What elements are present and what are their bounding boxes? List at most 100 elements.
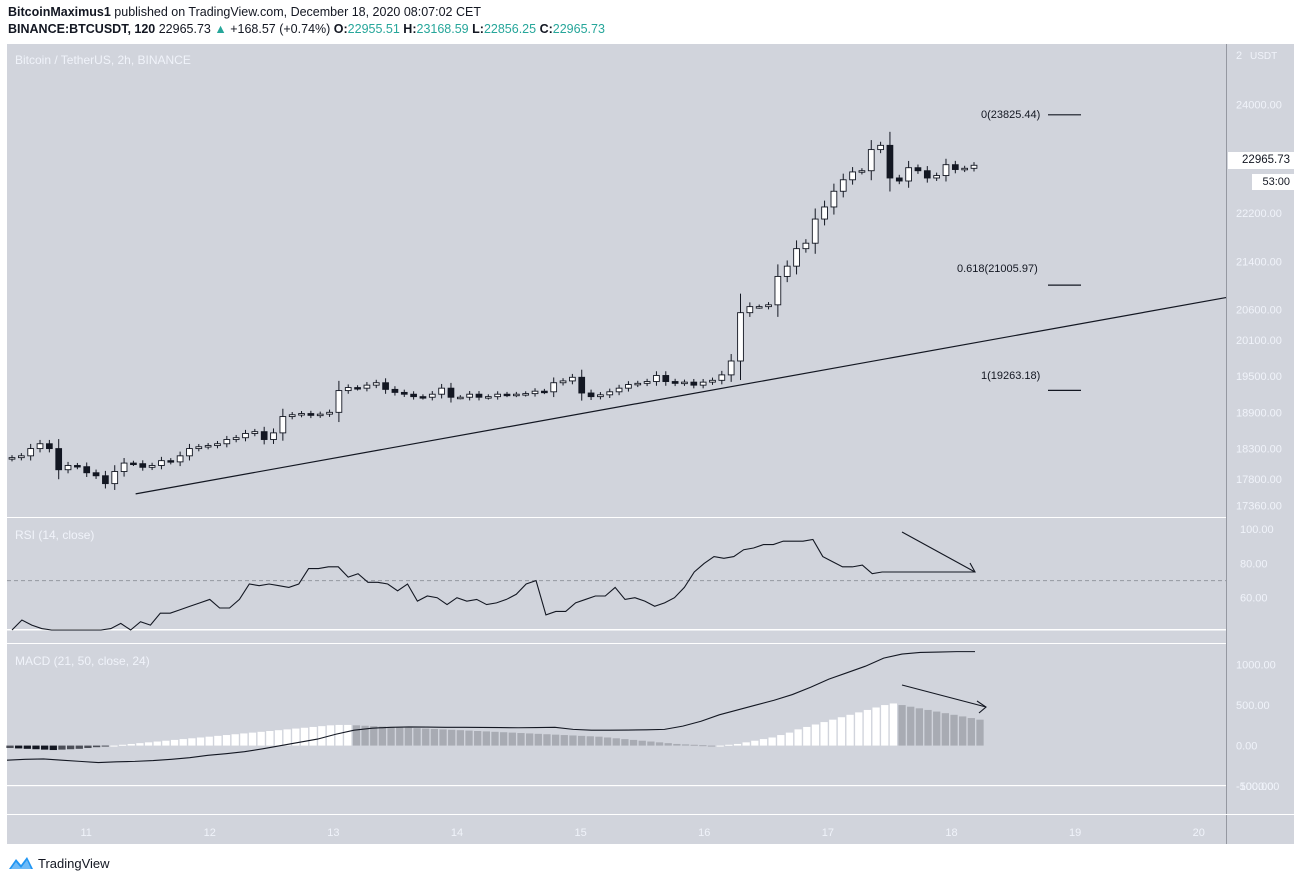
macd-histogram-bar <box>300 727 309 746</box>
y-tick-label: 17360.00 <box>1236 500 1282 512</box>
ohlc-header: BINANCE:BTCUSDT, 120 22965.73 ▲ +168.57 … <box>8 22 605 36</box>
macd-histogram-bar <box>898 705 906 746</box>
pane-divider-macd[interactable] <box>7 643 1226 644</box>
macd-histogram-bar <box>448 729 456 746</box>
macd-histogram-bar <box>205 736 213 746</box>
y-tick-label: 20600.00 <box>1236 305 1282 317</box>
macd-histogram-bar <box>829 719 837 746</box>
macd-histogram-bar <box>491 731 499 746</box>
author-name[interactable]: BitcoinMaximus1 <box>8 5 111 19</box>
candle-down <box>167 460 175 463</box>
candle-down <box>74 465 81 468</box>
candle-up <box>8 457 16 460</box>
candle-up <box>111 471 119 485</box>
candle-down <box>55 448 63 471</box>
candle-down <box>92 472 100 477</box>
macd-histogram-bar <box>283 729 291 746</box>
macd-tick-label: -1000.00 <box>1236 781 1279 793</box>
macd-histogram-bar <box>49 745 57 751</box>
candle-up <box>802 242 810 250</box>
candle-down <box>923 170 931 179</box>
macd-histogram-bar <box>58 745 66 750</box>
candle-down <box>400 391 408 395</box>
high-value: 23168.59 <box>416 22 469 36</box>
macd-histogram-bar <box>595 736 603 746</box>
candle-up <box>970 164 978 169</box>
macd-histogram-bar <box>274 730 283 746</box>
macd-histogram-bar <box>551 734 560 746</box>
macd-histogram-bar <box>768 737 776 746</box>
macd-histogram-bar <box>794 729 802 746</box>
open-value: 22955.51 <box>347 22 400 36</box>
candle-up <box>204 445 212 448</box>
symbol-label[interactable]: BINANCE:BTCUSDT, 120 <box>8 22 156 36</box>
footer-brand[interactable]: TradingView <box>8 855 110 871</box>
candle-up <box>793 248 800 267</box>
candle-up <box>634 382 642 386</box>
macd-histogram-bar <box>474 731 482 746</box>
trendline <box>135 296 1227 495</box>
rsi-pane-bottom <box>7 629 1226 631</box>
macd-histogram-bar <box>777 735 785 746</box>
macd-histogram-bar <box>681 744 690 746</box>
rsi-tick-label: 80.00 <box>1240 558 1268 570</box>
candle-up <box>569 376 576 382</box>
candle-down <box>46 443 53 450</box>
candle-up <box>755 306 763 309</box>
candle-up <box>17 455 25 459</box>
x-tick-label: 13 <box>327 827 339 839</box>
macd-histogram-bar <box>863 709 872 746</box>
macd-histogram-bar <box>101 745 109 747</box>
macd-histogram-bar <box>526 733 534 746</box>
axis-scale-label: 2 <box>1236 50 1243 62</box>
candle-up <box>316 413 324 417</box>
macd-histogram-bar <box>482 731 490 746</box>
macd-histogram-bar <box>803 726 811 746</box>
candle-up <box>597 394 604 398</box>
candle-down <box>83 466 91 474</box>
macd-histogram-bar <box>309 726 317 746</box>
candle-up <box>699 381 707 386</box>
candle-up <box>559 380 567 384</box>
macd-histogram-bar <box>647 741 655 746</box>
chart-plot-area[interactable] <box>7 44 1226 844</box>
macd-histogram-bar <box>837 717 846 746</box>
pane-divider-rsi[interactable] <box>7 517 1226 518</box>
macd-histogram-bar <box>465 730 473 746</box>
rsi-tick-label: 100.00 <box>1240 524 1274 536</box>
currency-label: USDT <box>1250 51 1278 62</box>
macd-histogram-bar <box>344 724 352 746</box>
open-label: O: <box>333 22 348 36</box>
y-tick-label: 18900.00 <box>1236 407 1282 419</box>
rsi-tick-label: 60.00 <box>1240 593 1268 605</box>
rsi-line <box>11 538 892 631</box>
candle-down <box>886 144 894 179</box>
low-value: 22856.25 <box>483 22 537 36</box>
candle-up <box>298 413 305 416</box>
macd-tick-label: 0.00 <box>1236 741 1257 753</box>
macd-histogram-bar <box>136 743 144 746</box>
macd-histogram-bar <box>361 725 369 746</box>
candle-up <box>428 393 436 398</box>
x-tick-label: 14 <box>451 827 463 839</box>
last-price-label: 22965.73 <box>1228 152 1294 169</box>
macd-divergence-arrow <box>901 684 987 708</box>
macd-histogram-bar <box>855 712 863 746</box>
candle-up <box>513 393 520 397</box>
macd-tick-label: -500.00 <box>1236 781 1273 793</box>
candle-up <box>774 275 782 306</box>
candle-up <box>765 304 772 308</box>
macd-tick-label: 500.00 <box>1236 700 1270 712</box>
candle-up <box>186 448 193 457</box>
candle-up <box>288 414 296 418</box>
macd-histogram-bar <box>941 713 949 746</box>
candle-down <box>690 381 698 386</box>
macd-histogram-bar <box>500 732 508 746</box>
macd-histogram-bar <box>92 745 101 748</box>
candle-up <box>811 218 819 244</box>
macd-histogram-bar <box>872 707 880 746</box>
macd-histogram-bar <box>629 739 638 746</box>
macd-histogram-bar <box>335 724 343 746</box>
macd-histogram-bar <box>725 744 733 746</box>
